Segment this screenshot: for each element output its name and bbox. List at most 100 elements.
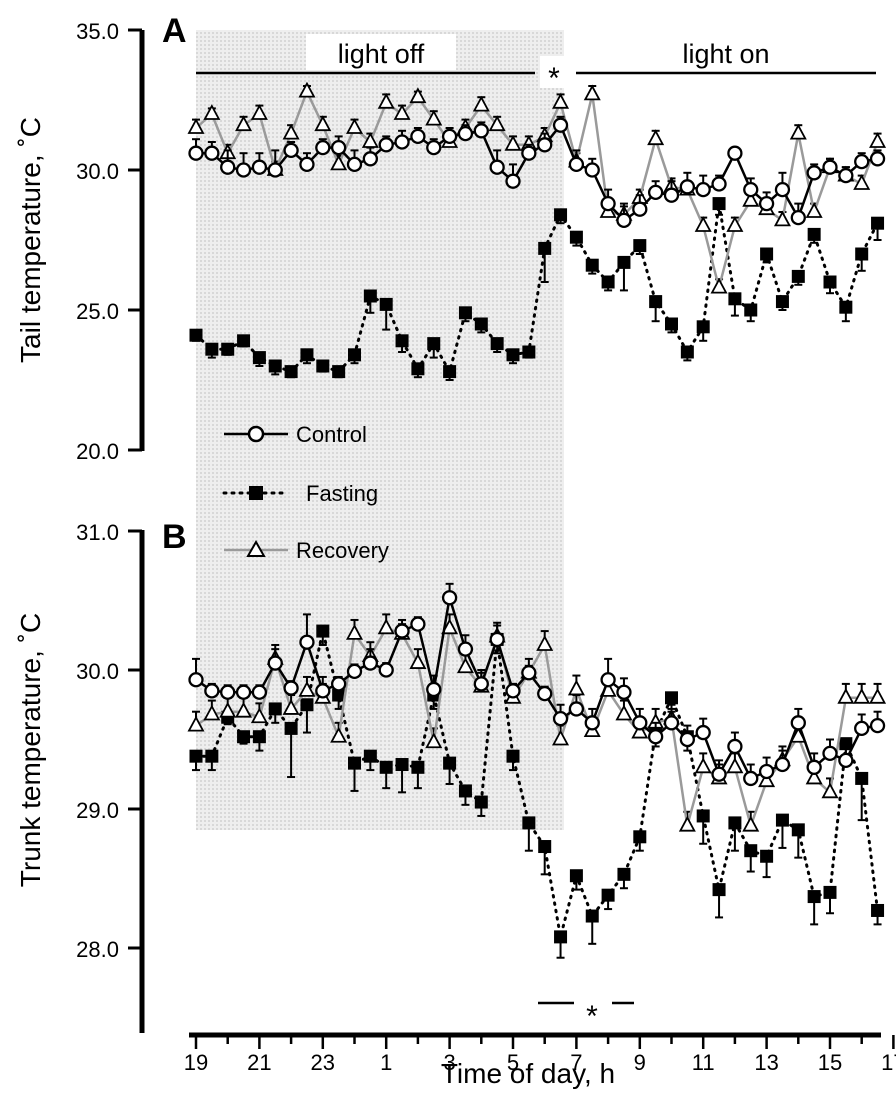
x-axis-title: Time of day, h bbox=[441, 1058, 615, 1089]
point-fasting bbox=[490, 337, 504, 351]
point-fasting bbox=[348, 756, 361, 770]
point-fasting bbox=[601, 888, 615, 902]
point-fasting bbox=[268, 702, 282, 716]
point-control bbox=[267, 162, 283, 178]
point-recovery bbox=[409, 87, 427, 104]
point-control bbox=[616, 212, 632, 229]
point-fasting bbox=[284, 721, 298, 735]
point-recovery bbox=[853, 174, 871, 190]
point-fasting bbox=[569, 869, 583, 883]
point-recovery bbox=[805, 202, 823, 218]
point-control bbox=[822, 159, 838, 175]
point-recovery bbox=[869, 132, 887, 148]
point-fasting bbox=[205, 342, 219, 356]
legend-label-recovery: Recovery bbox=[296, 538, 389, 563]
point-fasting bbox=[585, 258, 599, 272]
point-recovery bbox=[456, 657, 474, 674]
point-fasting bbox=[506, 348, 520, 362]
y-tick-b-31: 31.0 bbox=[76, 520, 119, 545]
point-fasting bbox=[284, 365, 298, 379]
point-recovery bbox=[409, 653, 427, 669]
point-fasting bbox=[760, 247, 774, 261]
point-recovery bbox=[330, 154, 348, 171]
point-control bbox=[473, 123, 489, 139]
legend-item-control: Control bbox=[224, 422, 367, 447]
point-control bbox=[235, 684, 252, 700]
x-tick-label: 3 bbox=[443, 1050, 455, 1075]
point-control bbox=[695, 724, 711, 741]
point-control bbox=[346, 156, 363, 173]
x-tick-label: 15 bbox=[818, 1050, 842, 1075]
point-control bbox=[758, 195, 775, 212]
point-control bbox=[426, 139, 442, 156]
panel-a-plot bbox=[187, 81, 887, 381]
point-fasting bbox=[300, 348, 314, 362]
point-fasting bbox=[585, 909, 599, 923]
point-fasting bbox=[791, 269, 805, 283]
point-recovery bbox=[187, 715, 205, 732]
point-control bbox=[188, 672, 204, 688]
point-control bbox=[426, 681, 442, 698]
point-control bbox=[743, 770, 759, 787]
point-fasting bbox=[316, 359, 330, 373]
point-control bbox=[283, 680, 299, 696]
light-off-label-bg bbox=[306, 34, 456, 70]
point-control bbox=[441, 590, 458, 606]
point-fasting bbox=[680, 345, 694, 359]
point-control bbox=[711, 176, 727, 192]
panel-label-a: A bbox=[162, 12, 187, 50]
point-recovery bbox=[298, 680, 316, 697]
point-recovery bbox=[567, 679, 585, 696]
point-fasting bbox=[474, 317, 488, 331]
point-control bbox=[679, 179, 695, 195]
x-tick-label: 19 bbox=[184, 1050, 208, 1075]
point-recovery bbox=[583, 84, 601, 101]
point-control bbox=[584, 162, 600, 178]
point-control bbox=[188, 145, 204, 161]
point-control bbox=[267, 655, 283, 671]
point-recovery bbox=[647, 129, 665, 146]
point-fasting bbox=[807, 890, 821, 904]
point-control bbox=[584, 715, 600, 731]
point-recovery bbox=[219, 701, 237, 718]
x-tick-label: 1 bbox=[380, 1050, 392, 1075]
point-fasting bbox=[744, 303, 758, 317]
significance-a: * bbox=[548, 62, 560, 95]
point-fasting bbox=[728, 292, 742, 306]
x-tick-label: 23 bbox=[311, 1050, 335, 1075]
point-control bbox=[727, 145, 743, 161]
point-recovery bbox=[694, 757, 712, 774]
point-fasting bbox=[538, 241, 552, 255]
point-fasting bbox=[696, 809, 710, 823]
point-fasting bbox=[189, 328, 203, 342]
point-control bbox=[315, 683, 331, 699]
point-control bbox=[679, 731, 695, 748]
point-control bbox=[727, 738, 743, 755]
point-fasting bbox=[633, 830, 647, 844]
point-control bbox=[441, 128, 458, 145]
point-fasting bbox=[522, 345, 536, 359]
point-recovery bbox=[742, 815, 760, 832]
point-control bbox=[568, 156, 585, 173]
y-tick-b-29: 29.0 bbox=[76, 798, 119, 823]
point-control bbox=[315, 139, 331, 156]
point-control bbox=[869, 151, 886, 167]
point-fasting bbox=[633, 239, 647, 253]
point-control bbox=[600, 672, 616, 688]
point-control bbox=[552, 711, 569, 727]
point-fasting bbox=[696, 320, 710, 334]
point-control bbox=[600, 195, 616, 212]
point-control bbox=[774, 756, 791, 773]
x-ticks: 1921231357911131517 bbox=[184, 1035, 896, 1075]
y-tick-a-30: 30.0 bbox=[76, 159, 119, 184]
point-fasting bbox=[332, 688, 346, 702]
point-control bbox=[362, 151, 379, 167]
point-control bbox=[457, 125, 474, 142]
point-recovery bbox=[441, 618, 459, 635]
point-recovery bbox=[726, 757, 744, 774]
point-recovery bbox=[488, 115, 506, 132]
point-fasting bbox=[554, 208, 568, 222]
point-control bbox=[806, 759, 822, 775]
point-recovery bbox=[678, 815, 696, 832]
point-recovery bbox=[789, 123, 807, 140]
